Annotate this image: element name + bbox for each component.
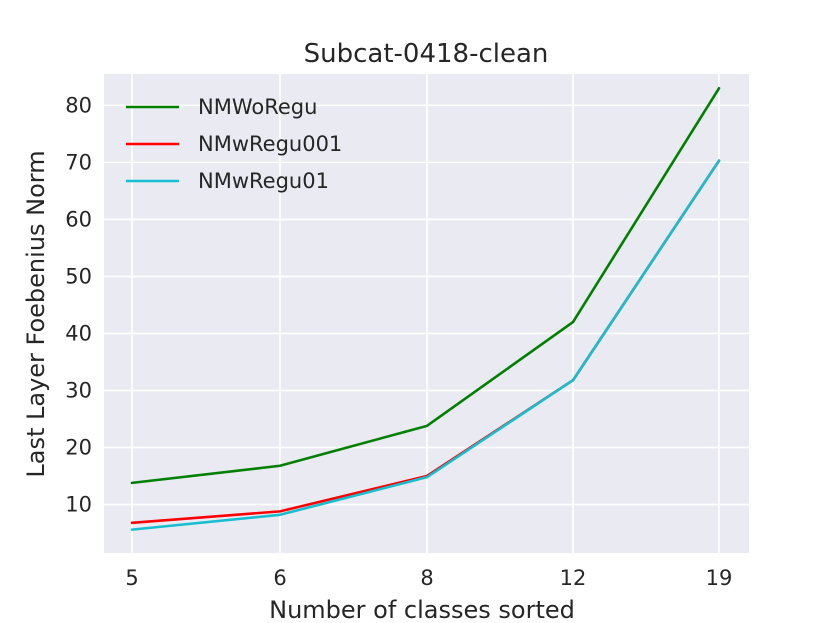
y-tick-label: 10 xyxy=(65,493,92,517)
x-tick-label: 12 xyxy=(560,566,587,590)
series-lines xyxy=(130,86,721,531)
legend-label-0: NMWoRegu xyxy=(198,95,317,119)
y-tick-label: 40 xyxy=(65,321,92,345)
legend: NMWoRegu NMwRegu001 NMwRegu01 xyxy=(126,95,342,193)
series-line-2 xyxy=(130,159,721,531)
y-tick-label: 60 xyxy=(65,207,92,231)
y-tick-label: 20 xyxy=(65,436,92,460)
x-tick-label: 8 xyxy=(420,566,433,590)
x-tick-labels: 5 6 8 12 19 xyxy=(125,566,732,590)
y-tick-label: 70 xyxy=(65,150,92,174)
x-gridlines xyxy=(131,74,720,553)
series-line-0 xyxy=(130,86,721,485)
y-tick-labels: 10 20 30 40 50 60 70 80 xyxy=(65,93,92,516)
x-tick-label: 6 xyxy=(273,566,286,590)
x-tick-label: 19 xyxy=(706,566,733,590)
y-tick-label: 80 xyxy=(65,93,92,117)
y-axis-label: Last Layer Foebenius Norm xyxy=(22,150,50,477)
y-tick-label: 50 xyxy=(65,264,92,288)
legend-label-2: NMwRegu01 xyxy=(198,169,329,193)
x-tick-label: 5 xyxy=(125,566,138,590)
x-axis-label: Number of classes sorted xyxy=(269,596,575,623)
legend-label-1: NMwRegu001 xyxy=(198,132,342,156)
y-tick-label: 30 xyxy=(65,378,92,402)
chart-title: Subcat-0418-clean xyxy=(304,39,549,69)
